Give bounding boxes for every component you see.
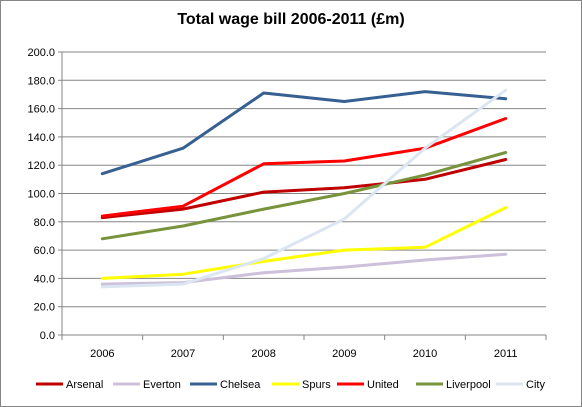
series-line-liverpool [100, 151, 508, 241]
series-line-chelsea [100, 90, 508, 176]
x-tick-label: 2009 [332, 348, 356, 360]
x-tick-label: 2011 [494, 348, 518, 360]
y-tick-label: 120.0 [27, 160, 55, 172]
series-line-arsenal [100, 158, 508, 220]
y-tick-label: 40.0 [34, 273, 55, 285]
chart-title: Total wage bill 2006-2011 (£m) [177, 11, 405, 28]
y-tick-label: 0.0 [40, 330, 55, 342]
x-tick-label: 2008 [251, 348, 275, 360]
y-tick-label: 100.0 [27, 189, 55, 201]
legend-label-chelsea: Chelsea [220, 379, 261, 391]
y-tick-label: 160.0 [27, 104, 55, 116]
legend-label-liverpool: Liverpool [446, 379, 491, 391]
legend-label-everton: Everton [143, 379, 181, 391]
y-tick-label: 140.0 [27, 132, 55, 144]
legend-label-city: City [526, 379, 545, 391]
legend: Arsenal Everton Chelsea Spurs United Liverpoo… [36, 379, 545, 391]
gridlines [58, 51, 546, 336]
x-tick-label: 2006 [90, 348, 114, 360]
y-tick-label: 180.0 [27, 75, 55, 87]
x-tick-label: 2007 [171, 348, 195, 360]
x-tick-label: 2010 [413, 348, 437, 360]
series-line-city [100, 88, 508, 289]
legend-label-united: United [367, 379, 399, 391]
axes [61, 52, 546, 336]
legend-label-arsenal: Arsenal [66, 379, 103, 391]
y-tick-label: 60.0 [34, 245, 55, 257]
y-tick-label: 20.0 [34, 302, 55, 314]
series-line-everton [100, 252, 508, 286]
y-tick-label: 80.0 [34, 217, 55, 229]
series-line-spurs [100, 206, 508, 280]
series-lines [100, 88, 508, 289]
x-axis-tick-labels: 2006 2007 2008 2009 2010 2011 [61, 335, 547, 360]
series-line-united [100, 117, 508, 218]
y-axis-tick-labels: 0.0 20.0 40.0 60.0 80.0 100.0 120.0 140.0 160.0 1… [27, 47, 55, 342]
legend-label-spurs: Spurs [302, 379, 331, 391]
y-tick-label: 200.0 [27, 47, 55, 59]
